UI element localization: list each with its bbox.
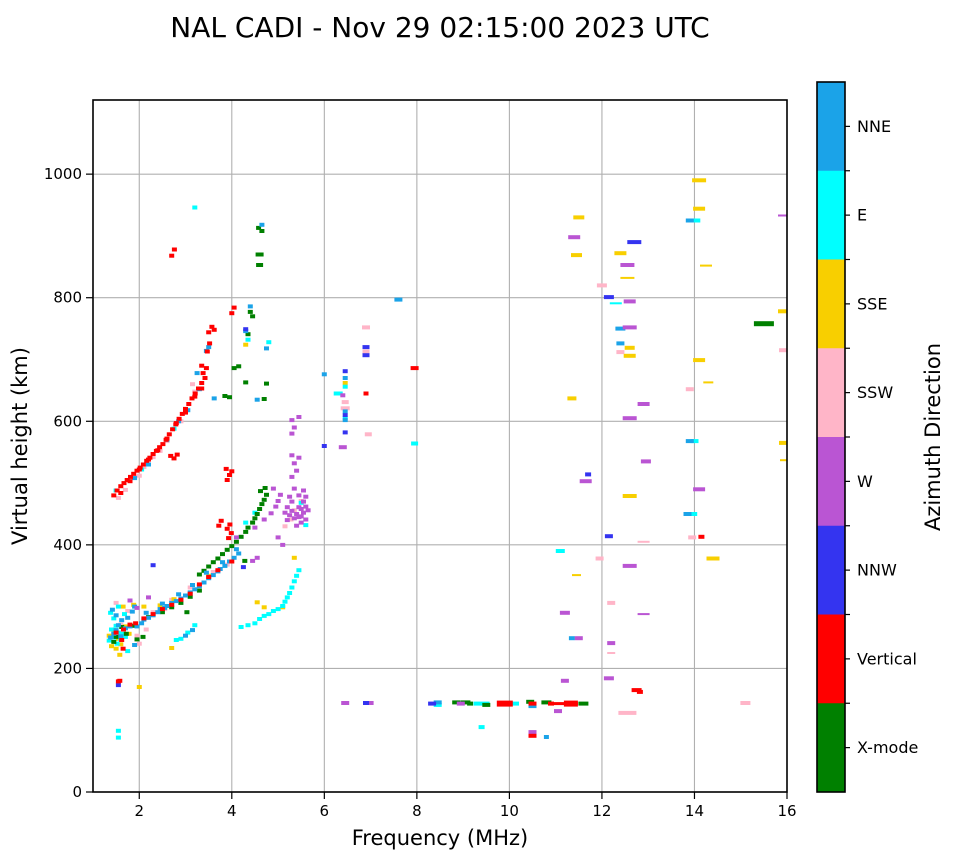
colorbar-segment-NNE	[817, 82, 845, 172]
colorbar-segment-E	[817, 170, 845, 260]
axis-tick-labels: 2 4 6 8 10 12 14 16 0 200 400 600 800 1000	[44, 165, 797, 820]
x-tick-label-6: 6	[320, 802, 330, 820]
y-tick-label-1000: 1000	[44, 165, 82, 183]
colorbar-category-label-NNE: NNE	[857, 117, 891, 136]
grid-lines	[93, 100, 788, 793]
colorbar-segment-W	[817, 437, 845, 527]
chart-title: NAL CADI - Nov 29 02:15:00 2023 UTC	[170, 11, 709, 44]
colorbar-category-label-SSW: SSW	[857, 383, 893, 402]
scatter-points	[106, 178, 787, 740]
colorbar: NNE E SSE SSW W NNW Vertical X-mode	[816, 81, 918, 793]
x-tick-label-4: 4	[227, 802, 237, 820]
axes-frame	[92, 99, 788, 793]
colorbar-category-label-SSE: SSE	[857, 294, 887, 313]
plot-border	[92, 99, 788, 793]
series-SSE	[106, 178, 787, 689]
colorbar-category-label-Vertical: Vertical	[857, 649, 917, 668]
colorbar-label: Azimuth Direction	[921, 343, 945, 531]
y-tick-label-800: 800	[53, 289, 82, 307]
y-tick-label-400: 400	[53, 536, 82, 554]
colorbar-segment-X-mode	[817, 703, 845, 793]
x-tick-label-12: 12	[592, 802, 611, 820]
axis-ticks	[86, 173, 788, 799]
x-tick-label-16: 16	[777, 802, 796, 820]
x-tick-label-8: 8	[412, 802, 422, 820]
x-tick-label-10: 10	[500, 802, 519, 820]
series-X-mode	[111, 225, 774, 707]
y-axis-label: Virtual height (km)	[8, 347, 32, 545]
colorbar-segment-SSW	[817, 348, 845, 438]
series-E	[106, 205, 701, 740]
series-SSW	[111, 283, 787, 715]
y-tick-label-600: 600	[53, 412, 82, 430]
y-tick-label-200: 200	[53, 659, 82, 677]
x-tick-label-2: 2	[134, 802, 144, 820]
colorbar-category-label-X-mode: X-mode	[857, 738, 918, 757]
colorbar-border	[816, 81, 846, 793]
x-axis-label: Frequency (MHz)	[352, 826, 528, 850]
colorbar-category-label-NNW: NNW	[857, 561, 897, 580]
y-tick-label-0: 0	[72, 783, 82, 801]
x-tick-label-14: 14	[685, 802, 704, 820]
series-NNW	[115, 240, 642, 706]
series-W	[127, 214, 787, 735]
colorbar-segment-SSE	[817, 259, 845, 349]
colorbar-category-label-W: W	[857, 472, 873, 491]
colorbar-category-label-E: E	[857, 206, 867, 225]
series-Vertical	[111, 247, 705, 738]
colorbar-segment-NNW	[817, 525, 845, 615]
colorbar-segment-Vertical	[817, 614, 845, 704]
